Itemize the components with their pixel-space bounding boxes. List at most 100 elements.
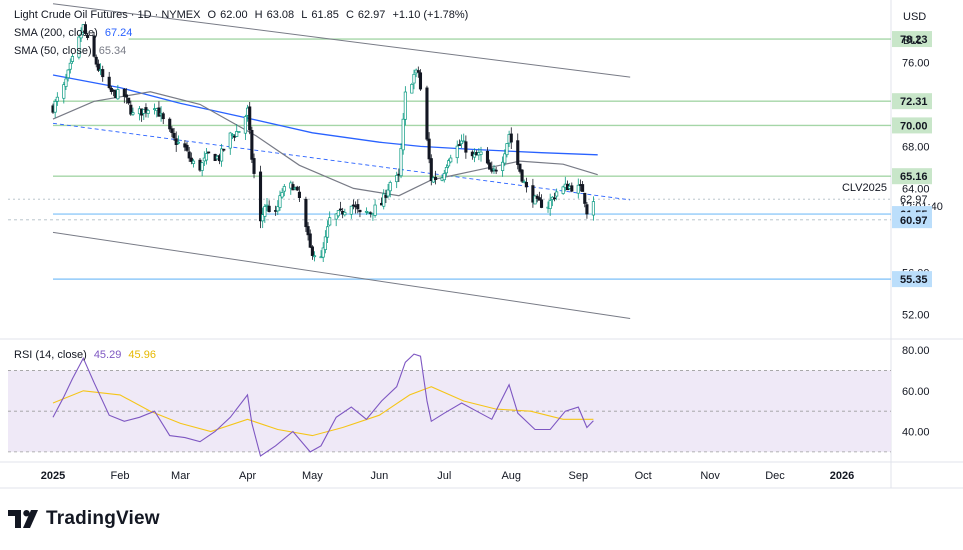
candle-body — [168, 118, 172, 130]
candle-body — [263, 206, 267, 217]
candle-body — [308, 233, 312, 248]
unit-label[interactable]: BLL — [903, 35, 923, 47]
rsi-legend[interactable]: RSI (14, close) 45.29 45.96 — [14, 349, 160, 361]
x-tick-label: Feb — [111, 470, 130, 482]
candle-body — [77, 36, 81, 58]
sma200-label: SMA (200, close) — [14, 27, 98, 39]
candle-body — [520, 169, 524, 182]
candle-body — [418, 72, 423, 90]
x-tick-label: 2025 — [41, 470, 65, 482]
candle-body — [107, 76, 111, 89]
price-tick-label: 52.00 — [902, 309, 930, 321]
candle-body — [399, 148, 403, 177]
price-tick-label: 76.00 — [902, 57, 930, 69]
candle-body — [53, 101, 57, 113]
candle-body — [585, 204, 589, 215]
candle-body — [187, 151, 191, 159]
rsi-ma-value: 45.96 — [128, 349, 156, 361]
candle-body — [276, 206, 280, 212]
candle-body — [313, 255, 317, 258]
x-tick-label: Apr — [239, 470, 256, 482]
candle-body — [191, 160, 196, 164]
candle-body — [351, 204, 356, 207]
candle-body — [228, 132, 232, 149]
candle-body — [282, 186, 286, 192]
price-label-badge — [892, 212, 932, 229]
candle-body — [250, 130, 254, 160]
candle-body — [174, 138, 178, 145]
candle-body — [297, 191, 301, 199]
candle-body — [189, 157, 193, 162]
rsi-line — [52, 353, 594, 457]
candle-body — [358, 209, 362, 213]
sma200-line — [52, 74, 598, 156]
rsi-ma-line — [52, 386, 594, 437]
candle-body — [464, 141, 468, 153]
close-value: C 62.97 — [345, 9, 386, 21]
x-tick-label: May — [302, 470, 323, 482]
candle-body — [570, 185, 574, 192]
candle-body — [555, 191, 559, 197]
price-label: 62.97 — [900, 194, 928, 206]
candle-body — [416, 70, 420, 73]
currency-label[interactable]: USD — [903, 11, 927, 23]
candle-body — [334, 213, 338, 220]
candle-body — [237, 131, 241, 133]
sma50-legend[interactable]: SMA (50, close) 65.34 — [14, 45, 130, 57]
x-tick-label: Mar — [171, 470, 190, 482]
price-label: 60.97 — [900, 215, 928, 227]
candle-body — [70, 56, 75, 62]
candle-body — [537, 197, 541, 201]
candle-body — [548, 200, 552, 209]
candle-body — [444, 167, 448, 174]
candle-body — [531, 185, 535, 203]
candle-body — [518, 163, 522, 172]
price-label: 78.23 — [900, 34, 928, 46]
candle-body — [185, 144, 189, 151]
candle-body — [488, 162, 492, 170]
candle-body — [373, 204, 377, 216]
candle-body — [583, 192, 587, 204]
candle-body — [442, 173, 446, 181]
candle-body — [280, 192, 284, 198]
candle-body — [457, 144, 461, 146]
candle-body — [207, 151, 211, 154]
candle-body — [243, 116, 247, 134]
candle-body — [384, 194, 388, 198]
open-value: O 62.00 — [207, 9, 248, 21]
x-tick-label: Jun — [371, 470, 389, 482]
candle-body — [336, 210, 340, 217]
candle-body — [161, 113, 165, 120]
candle-body — [55, 96, 59, 102]
candle-body — [267, 205, 271, 213]
candle-body — [92, 35, 96, 57]
candle-body — [343, 211, 347, 216]
x-tick-label: Jul — [437, 470, 451, 482]
candle-body — [516, 140, 520, 165]
price-label-badge — [892, 168, 932, 185]
rsi-tick-label: 40.00 — [902, 427, 930, 439]
candle-body — [581, 184, 585, 192]
candle-body — [425, 87, 429, 140]
candle-body — [252, 158, 256, 174]
low-value: L 61.85 — [301, 9, 339, 21]
candle-body — [204, 153, 209, 161]
x-tick-label: Sep — [568, 470, 588, 482]
change-value: +1.10 (+1.78%) — [392, 9, 469, 21]
candle-body — [258, 171, 263, 222]
x-tick-label: Aug — [501, 470, 521, 482]
sma50-value: 65.34 — [98, 45, 127, 57]
price-label: 65.16 — [900, 171, 928, 183]
tradingview-logo[interactable]: TradingView — [8, 508, 160, 530]
candle-body — [122, 88, 126, 97]
candle-body — [492, 168, 496, 171]
candle-body — [395, 175, 399, 183]
candle-body — [68, 62, 72, 70]
candle-body — [131, 112, 135, 115]
sma200-legend[interactable]: SMA (200, close) 67.24 — [14, 27, 136, 39]
candle-body — [306, 226, 310, 236]
candle-body — [455, 145, 459, 159]
candle-body — [321, 247, 325, 258]
candle-body — [325, 226, 330, 238]
